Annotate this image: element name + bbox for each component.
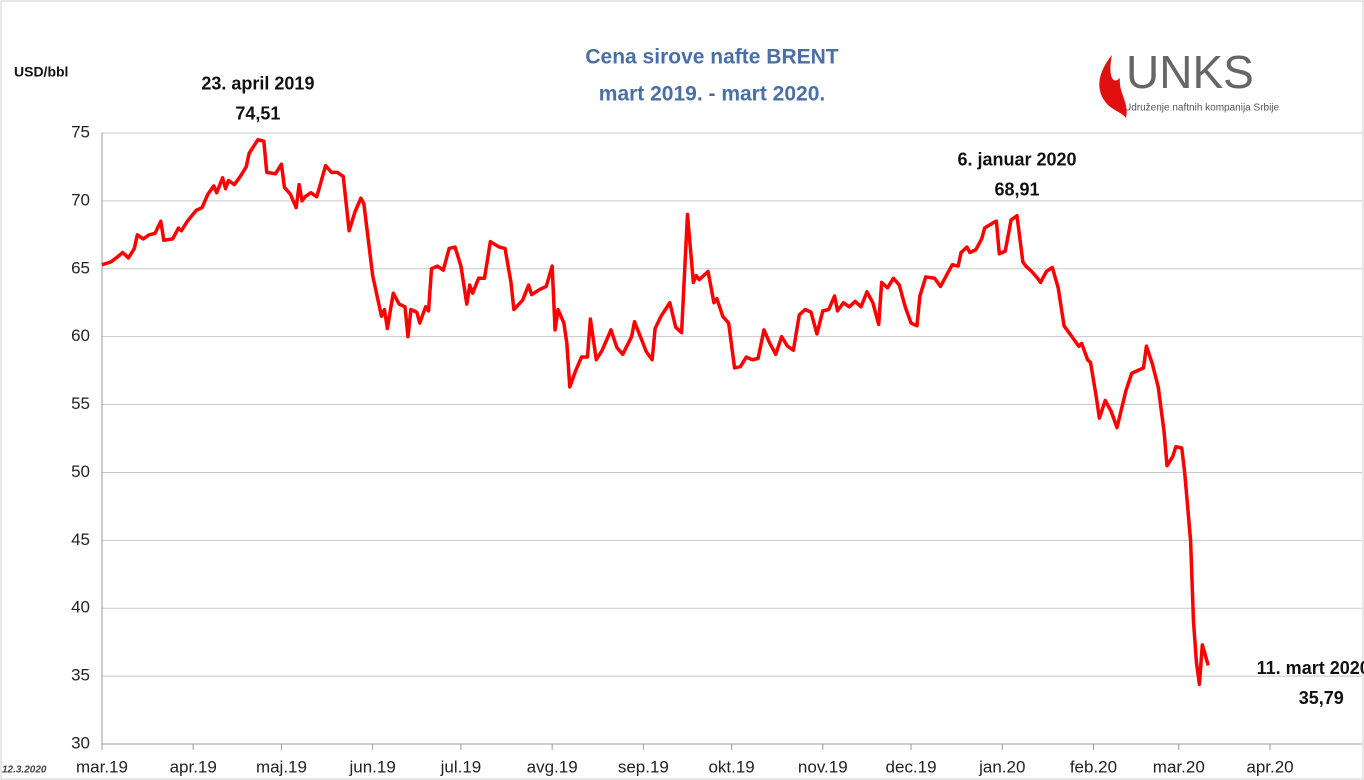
x-tick-label: mar.20	[1153, 757, 1205, 776]
x-tick-label: avg.19	[527, 757, 578, 776]
y-axis-label: USD/bbl	[14, 64, 68, 80]
logo-flame	[1099, 55, 1127, 118]
y-tick-label: 55	[71, 394, 90, 413]
annotation-value: 35,79	[1299, 688, 1344, 708]
x-tick-label: apr.19	[170, 757, 217, 776]
logo: UNKS Udruženje naftnih kompanija Srbije	[1099, 46, 1280, 118]
y-tick-label: 30	[71, 733, 90, 752]
x-tick-label: sep.19	[618, 757, 669, 776]
x-tick-label: jun.19	[349, 757, 396, 776]
annotation-label: 11. mart 2020	[1257, 658, 1364, 678]
y-tick-label: 45	[71, 530, 90, 549]
chart-title: Cena sirove nafte BRENT	[585, 46, 838, 69]
y-tick-label: 60	[71, 326, 90, 345]
y-tick-label: 65	[71, 258, 90, 277]
x-tick-label: nov.19	[798, 757, 848, 776]
x-tick-label: okt.19	[708, 757, 754, 776]
y-tick-label: 40	[71, 598, 90, 617]
date-note: 12.3.2020	[2, 765, 47, 776]
x-tick-label: mar.19	[76, 757, 128, 776]
y-tick-label: 35	[71, 666, 90, 685]
chart-subtitle: mart 2019. - mart 2020.	[599, 83, 825, 106]
logo-subtitle: Udruženje naftnih kompanija Srbije	[1124, 103, 1280, 114]
x-tick-label: maj.19	[256, 757, 307, 776]
x-tick-label: dec.19	[886, 757, 937, 776]
annotation-value: 68,91	[994, 179, 1039, 199]
x-tick-label: apr.20	[1246, 757, 1293, 776]
price-line	[101, 137, 1210, 687]
y-tick-label: 50	[71, 462, 90, 481]
y-tick-label: 75	[71, 122, 90, 141]
x-tick-label: jul.19	[440, 757, 482, 776]
y-tick-label: 70	[71, 190, 90, 209]
logo-name: UNKS	[1126, 46, 1254, 98]
annotation-label: 6. januar 2020	[957, 149, 1076, 169]
x-tick-label: feb.20	[1070, 757, 1117, 776]
annotation-label: 23. april 2019	[201, 73, 314, 93]
annotation-value: 74,51	[235, 103, 280, 123]
x-tick-label: jan.20	[978, 757, 1025, 776]
